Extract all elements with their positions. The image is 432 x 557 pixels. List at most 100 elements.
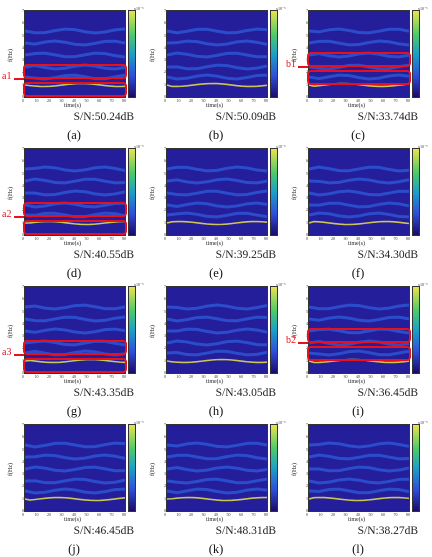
spectrogram-image: [167, 11, 267, 97]
x-tick-label: 60: [239, 512, 243, 517]
snr-value: S/N:43.05dB: [215, 387, 276, 399]
harmonic-band: [309, 201, 409, 209]
y-tick-label: 5: [22, 32, 24, 38]
colorbar-exponent: x10⁻⁵: [418, 6, 428, 11]
x-tick-label: 20: [189, 374, 193, 379]
y-tick-label: 6: [22, 434, 24, 440]
x-tick-label: 80: [264, 236, 268, 241]
y-tick-label: 3: [306, 195, 308, 201]
x-tick-label: 60: [239, 98, 243, 103]
colorbar: [128, 286, 136, 374]
x-tick-label: 10: [318, 374, 323, 379]
x-axis-label: time(s): [64, 517, 81, 523]
x-tick-label: 0: [164, 374, 166, 379]
panel-caption: (g): [66, 404, 82, 418]
x-tick-label: 0: [22, 236, 24, 241]
x-axis-label: time(s): [206, 241, 223, 247]
fundamental-ridge: [167, 496, 267, 502]
x-tick-label: 70: [251, 374, 256, 379]
x-tick-label: 0: [22, 512, 24, 517]
harmonic-band: [167, 211, 267, 219]
x-tick-label: 60: [97, 512, 101, 517]
y-tick-label: 6: [164, 296, 166, 302]
harmonic-band: [25, 201, 125, 209]
x-tick-label: 80: [122, 236, 126, 241]
y-tick-labels: 7 6 5 4 3 2 1 0: [158, 422, 166, 513]
x-tick-label: 40: [214, 236, 218, 241]
x-tick-label: 20: [189, 98, 193, 103]
snr-value: S/N:39.25dB: [215, 249, 276, 261]
y-tick-label: 7: [22, 284, 24, 289]
highlight-box: [23, 202, 127, 217]
harmonic-band: [25, 177, 125, 185]
x-tick-label: 30: [343, 512, 348, 517]
x-axis-label: time(s): [206, 103, 223, 109]
spectrogram-image: [309, 425, 409, 511]
y-tick-label: 5: [306, 32, 308, 38]
harmonic-band: [309, 177, 409, 185]
y-tick-label: 0: [306, 94, 308, 99]
x-tick-label: 10: [318, 512, 323, 517]
y-tick-label: 4: [22, 44, 24, 50]
y-tick-label: 5: [22, 446, 24, 452]
x-tick-label: 30: [343, 98, 348, 103]
colorbar: [128, 424, 136, 512]
harmonic-band: [25, 453, 125, 461]
x-tick-label: 40: [214, 98, 218, 103]
x-tick-label: 20: [47, 512, 51, 517]
x-tick-label: 70: [109, 236, 114, 241]
x-tick-label: 10: [34, 512, 39, 517]
harmonic-band: [167, 315, 267, 323]
y-tick-label: 6: [164, 434, 166, 440]
y-axis-label: f(Hz): [292, 187, 298, 200]
y-tick-label: 5: [22, 170, 24, 176]
colorbar-exponent: x10⁻⁵: [276, 144, 286, 149]
y-tick-label: 0: [22, 370, 24, 375]
y-tick-label: 6: [306, 434, 308, 440]
y-tick-label: 0: [22, 94, 24, 99]
x-tick-label: 40: [72, 98, 76, 103]
x-tick-label: 20: [331, 236, 335, 241]
harmonic-band: [25, 63, 125, 71]
x-tick-label: 30: [201, 236, 206, 241]
colorbar-exponent: x10⁻⁵: [418, 282, 428, 287]
snr-value: S/N:48.31dB: [215, 525, 276, 537]
y-tick-label: 5: [164, 32, 166, 38]
region-marker: b2: [286, 335, 296, 346]
y-tick-label: 3: [164, 195, 166, 201]
highlight-box: [23, 358, 127, 373]
fundamental-ridge: [167, 82, 267, 88]
y-tick-label: 3: [22, 333, 24, 339]
x-tick-label: 60: [381, 512, 385, 517]
spectrogram-plot: [308, 286, 410, 374]
y-tick-label: 3: [22, 471, 24, 477]
harmonic-band: [167, 303, 267, 311]
colorbar: [412, 10, 420, 98]
x-tick-label: 70: [251, 512, 256, 517]
x-tick-label: 0: [306, 236, 308, 241]
y-tick-label: 1: [164, 219, 166, 225]
harmonic-band: [25, 465, 125, 473]
panel-caption: (b): [208, 128, 224, 142]
x-tick-label: 20: [47, 236, 51, 241]
y-tick-label: 4: [306, 458, 308, 464]
x-tick-label: 80: [122, 374, 126, 379]
x-tick-label: 30: [59, 512, 64, 517]
snr-value: S/N:40.55dB: [73, 249, 134, 261]
harmonic-band: [309, 39, 409, 47]
x-tick-label: 40: [72, 374, 76, 379]
y-tick-label: 3: [164, 57, 166, 63]
y-axis-label: f(Hz): [150, 187, 156, 200]
x-axis-label: time(s): [64, 379, 81, 385]
spectrogram-panel: f(Hz) 7 6 5 4 3 2 1 0 x10⁻⁵ 0 10 20 30 40 50 60 70 80 time(…: [6, 418, 144, 556]
x-tick-label: 70: [393, 98, 398, 103]
y-tick-label: 5: [306, 170, 308, 176]
panel-caption: (a): [67, 128, 81, 142]
x-tick-label: 30: [343, 236, 348, 241]
y-tick-label: 4: [22, 458, 24, 464]
x-tick-label: 0: [164, 512, 166, 517]
colorbar-exponent: x10⁻⁵: [134, 6, 144, 11]
y-tick-label: 6: [22, 158, 24, 164]
x-tick-label: 60: [239, 374, 243, 379]
spectrogram-panel: f(Hz) 7 6 5 4 3 2 1 0 x10⁻⁵ 0 10 20 30 40 50 60 70 80 time(…: [148, 280, 286, 418]
